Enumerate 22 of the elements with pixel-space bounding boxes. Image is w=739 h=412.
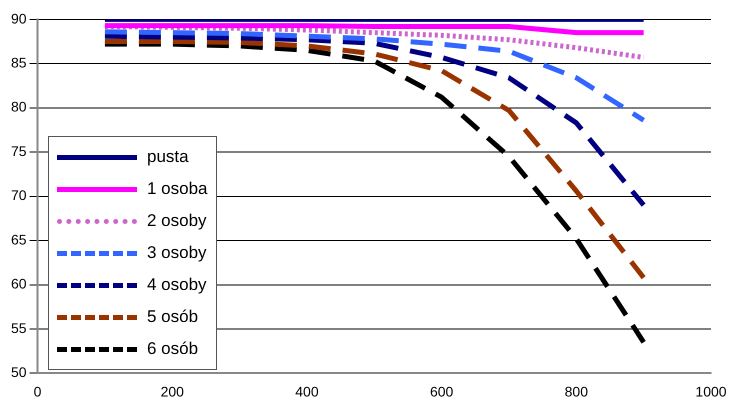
legend-label: 6 osób bbox=[147, 339, 198, 359]
y-tick-label: 75 bbox=[10, 142, 27, 159]
y-tick-label: 50 bbox=[10, 364, 27, 380]
y-tick-label: 85 bbox=[10, 54, 27, 70]
x-tick-label: 0 bbox=[34, 383, 42, 400]
legend-label: 2 osoby bbox=[147, 211, 207, 231]
x-tick-label: 200 bbox=[160, 383, 184, 400]
y-tick-label: 55 bbox=[10, 320, 27, 336]
y-tick-label: 65 bbox=[10, 231, 27, 248]
x-tick-label: 400 bbox=[295, 383, 319, 400]
y-tick-label: 70 bbox=[10, 187, 27, 204]
x-tick-label: 800 bbox=[564, 383, 588, 400]
legend-label: 3 osoby bbox=[147, 243, 207, 263]
legend-label: pusta bbox=[147, 147, 189, 167]
legend-label: 4 osoby bbox=[147, 275, 207, 295]
y-tick-label: 90 bbox=[10, 10, 27, 26]
legend-label: 5 osób bbox=[147, 307, 198, 327]
x-tick-label: 1000 bbox=[695, 383, 727, 400]
legend-label: 1 osoba bbox=[147, 179, 208, 199]
x-tick-label: 600 bbox=[430, 383, 454, 400]
y-tick-label: 80 bbox=[10, 98, 27, 115]
y-tick-label: 60 bbox=[10, 276, 27, 292]
